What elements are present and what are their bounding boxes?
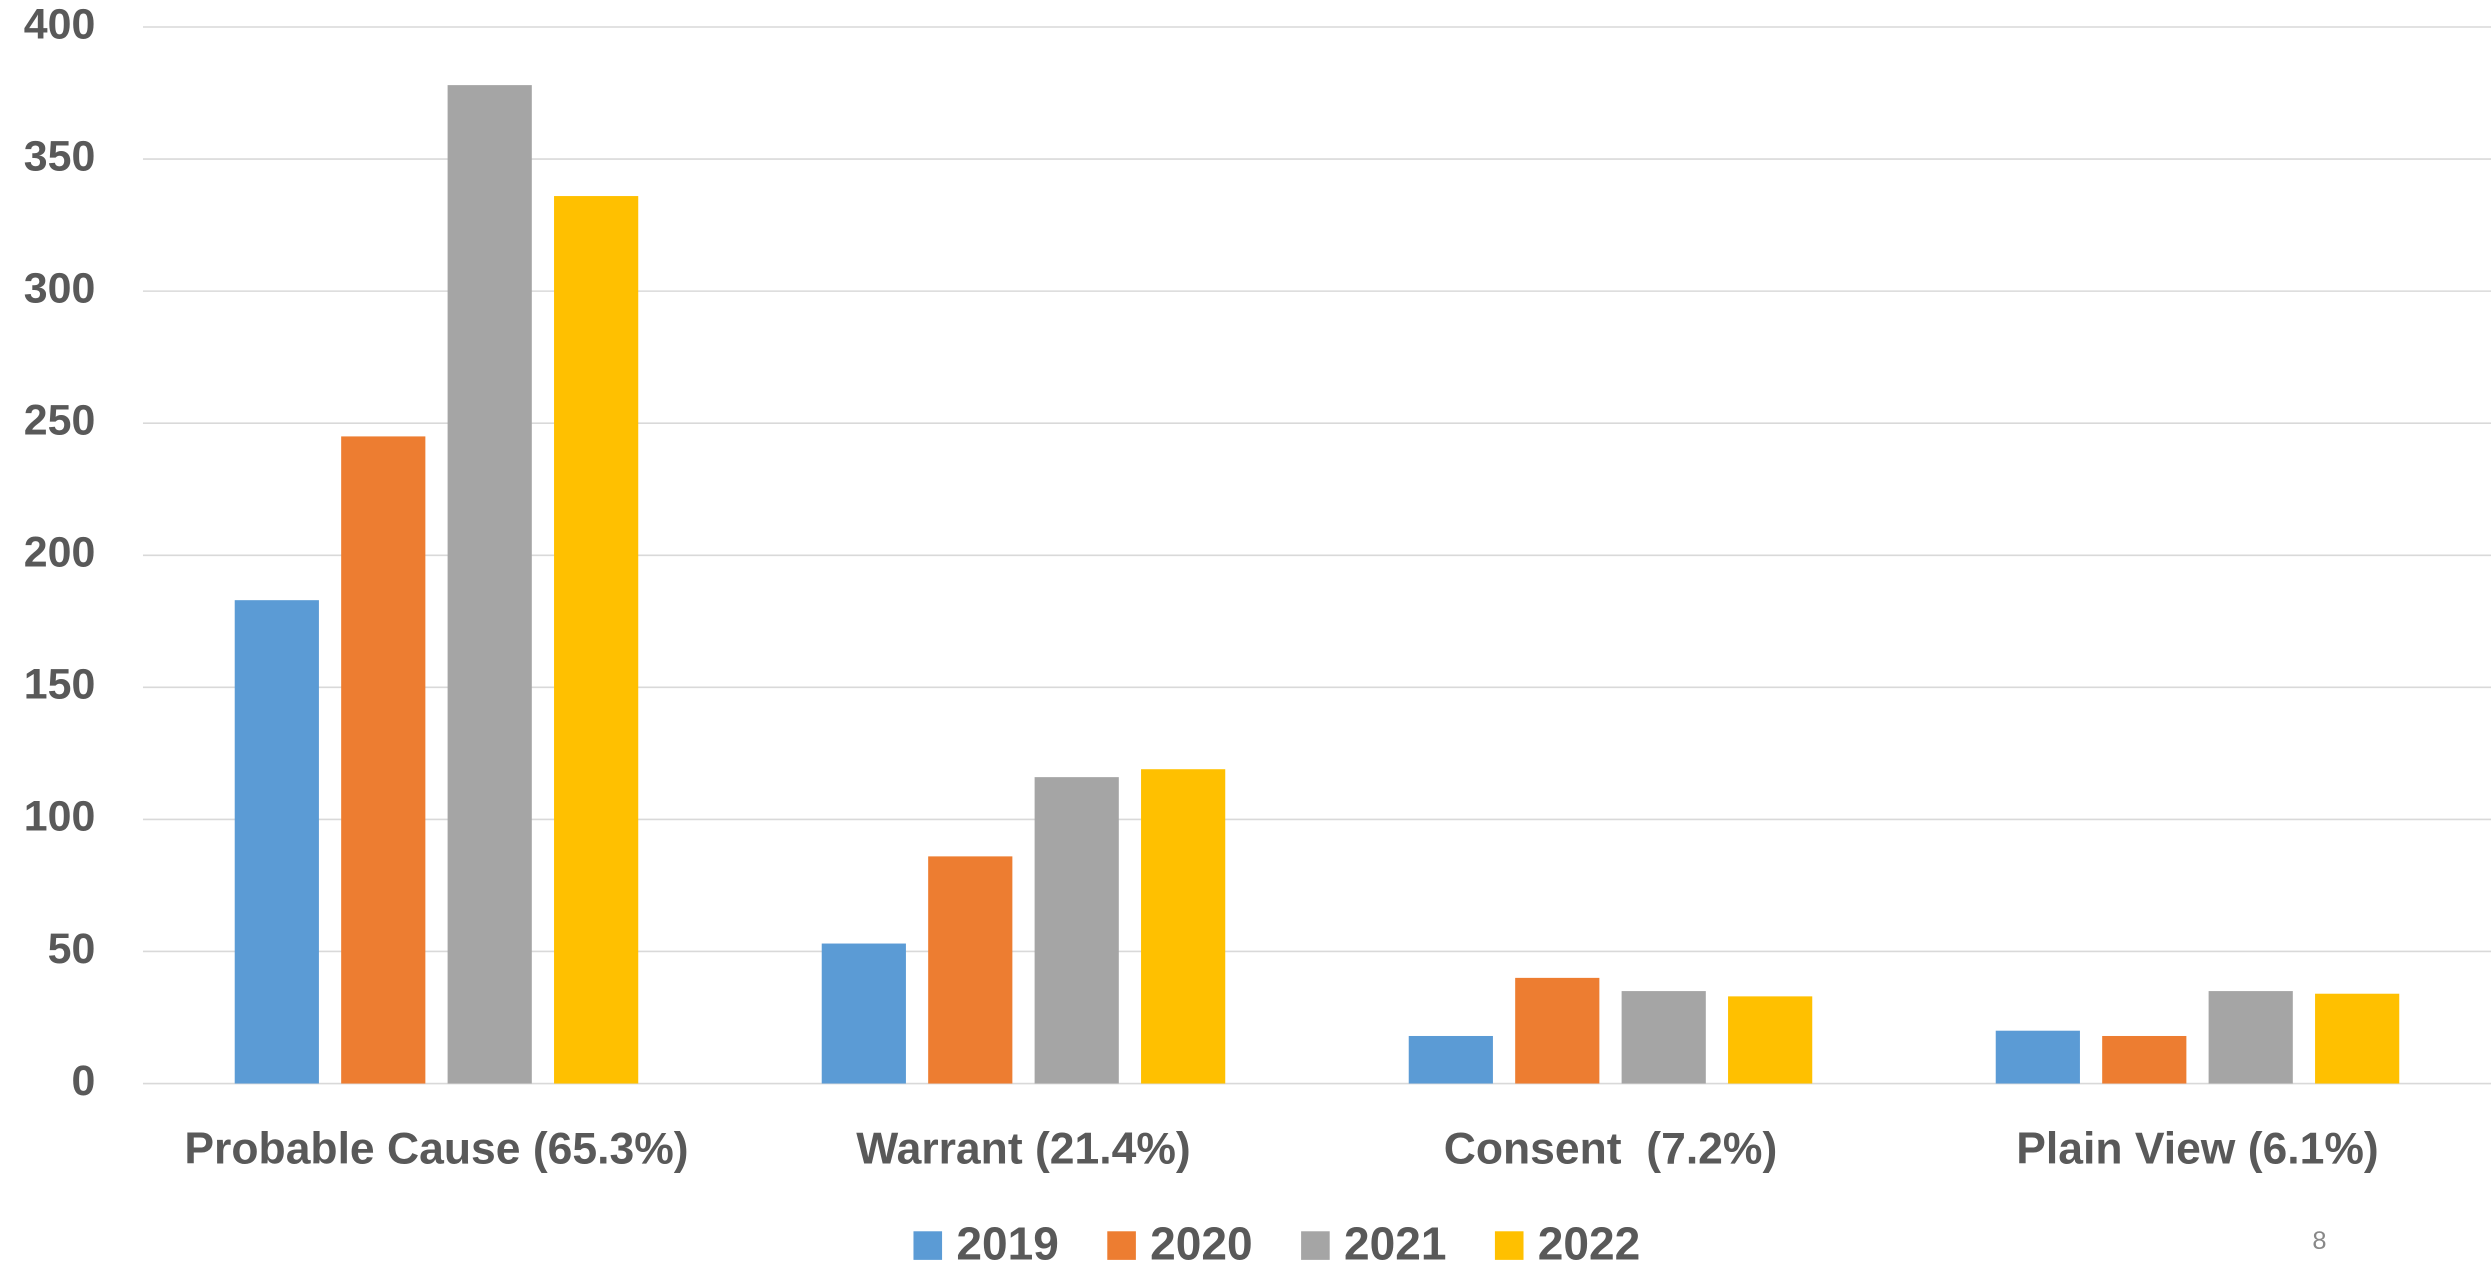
bar: [1728, 996, 1813, 1084]
bar: [1141, 769, 1226, 1084]
legend-swatch: [1494, 1231, 1524, 1260]
y-tick-label: 400: [24, 0, 96, 48]
legend-label: 2019: [956, 1217, 1058, 1269]
legend-label: 2021: [1344, 1217, 1446, 1269]
y-tick-label: 350: [24, 132, 96, 180]
y-tick-label: 0: [71, 1057, 95, 1105]
x-tick-label: Warrant (21.4%): [856, 1125, 1190, 1174]
y-tick-label: 150: [24, 661, 96, 709]
y-tick-label: 50: [48, 925, 96, 973]
bar: [234, 600, 319, 1084]
x-tick-label: Plain View (6.1%): [2016, 1125, 2378, 1174]
y-tick-label: 250: [24, 397, 96, 445]
bar: [2208, 991, 2293, 1084]
legend-label: 2022: [1538, 1217, 1640, 1269]
legend-swatch: [1301, 1231, 1330, 1260]
legend-swatch: [1107, 1231, 1136, 1260]
bar: [1621, 991, 1706, 1084]
bar: [821, 943, 906, 1084]
bar: [1515, 977, 1600, 1084]
bar: [1408, 1035, 1493, 1084]
legend-label: 2020: [1150, 1217, 1252, 1269]
bar: [1995, 1030, 2080, 1084]
legend-swatch: [913, 1231, 943, 1260]
bar: [2315, 993, 2400, 1084]
y-tick-label: 200: [24, 529, 96, 577]
bar: [447, 85, 532, 1084]
bar: [1034, 777, 1119, 1084]
page-number: 8: [2312, 1227, 2326, 1255]
bar: [928, 856, 1013, 1084]
y-tick-label: 100: [24, 793, 96, 841]
bar: [341, 436, 426, 1084]
bar: [2102, 1035, 2187, 1084]
x-tick-label: Probable Cause (65.3%): [184, 1125, 688, 1174]
y-tick-label: 300: [24, 264, 96, 312]
x-tick-label: Consent (7.2%): [1444, 1125, 1778, 1174]
bar: [554, 196, 639, 1084]
